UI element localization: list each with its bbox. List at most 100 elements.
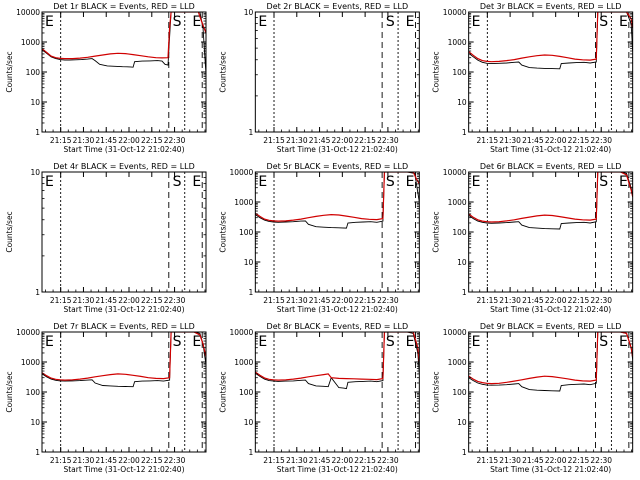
marker-label-e: E [406,14,415,30]
x-tick-label: 22:30 [164,296,186,305]
x-tick-label: 21:30 [73,296,95,305]
y-tick-label: 1 [35,448,40,457]
x-tick-label: 22:00 [118,456,140,465]
x-tick-label: 21:15 [263,456,285,465]
y-tick-label: 1000 [448,38,467,47]
x-tick-label: 21:45 [95,456,117,465]
x-axis-label: Start Time (31-Oct-12 21:02:40) [63,145,184,154]
series-lld [255,172,420,222]
y-tick-label: 10000 [16,328,40,337]
x-tick-label: 21:30 [286,456,308,465]
marker-label-s: S [599,334,608,350]
x-tick-label: 21:30 [286,296,308,305]
y-tick-label: 10 [457,258,467,267]
x-tick-label: 22:00 [545,136,567,145]
marker-label-e: E [192,14,201,30]
x-tick-label: 22:15 [354,296,376,305]
x-tick-label: 21:45 [522,136,544,145]
y-tick-label: 1000 [21,358,40,367]
y-axis-label: Counts/sec [5,371,14,412]
x-tick-label: 22:30 [590,456,612,465]
plot-title: Det 5r BLACK = Events, RED = LLD [267,162,409,171]
marker-label-e: E [45,334,54,350]
plot-frame [468,331,634,453]
plot-title: Det 1r BLACK = Events, RED = LLD [53,2,195,11]
y-tick-label: 1000 [234,358,253,367]
series-lld [468,172,633,223]
x-tick-label: 22:15 [568,296,590,305]
y-tick-label: 10 [457,418,467,427]
x-axis-label: Start Time (31-Oct-12 21:02:40) [277,145,398,154]
plot-title: Det 7r BLACK = Events, RED = LLD [53,322,195,331]
x-tick-label: 21:45 [95,296,117,305]
x-tick-label: 22:00 [332,456,354,465]
x-tick-label: 21:30 [499,136,521,145]
y-axis-label: Counts/sec [432,371,441,412]
series-lld [468,332,633,385]
plot-frame [468,11,634,133]
x-tick-label: 21:45 [522,296,544,305]
y-tick-label: 1 [462,448,467,457]
plot-frame [41,11,207,133]
x-tick-label: 22:30 [377,136,399,145]
x-tick-label: 21:15 [50,456,72,465]
x-tick-label: 22:15 [354,136,376,145]
y-tick-label: 1000 [234,198,253,207]
x-tick-label: 22:15 [141,136,163,145]
marker-label-s: S [173,334,182,350]
x-tick-label: 22:15 [141,296,163,305]
y-tick-label: 100 [26,388,41,397]
plot-title: Det 8r BLACK = Events, RED = LLD [267,322,409,331]
series-events [255,172,420,229]
x-tick-label: 22:00 [545,296,567,305]
marker-label-e: E [45,174,54,190]
marker-label-s: S [173,14,182,30]
x-axis-label: Start Time (31-Oct-12 21:02:40) [63,465,184,474]
y-tick-label: 100 [239,228,254,237]
y-tick-label: 100 [452,228,467,237]
marker-label-s: S [386,14,395,30]
y-tick-label: 10000 [443,168,467,177]
x-tick-label: 22:15 [141,456,163,465]
y-axis-label: Counts/sec [432,211,441,252]
y-tick-label: 1 [249,288,254,297]
y-tick-label: 10 [244,8,254,17]
y-axis-label: Counts/sec [5,211,14,252]
marker-label-e: E [619,14,628,30]
y-tick-label: 10 [30,418,40,427]
y-tick-label: 1 [35,288,40,297]
x-tick-label: 22:30 [590,296,612,305]
series-lld [42,332,206,381]
y-axis-label: Counts/sec [218,51,227,92]
x-tick-label: 21:45 [309,136,331,145]
x-tick-label: 21:30 [73,456,95,465]
x-tick-label: 21:45 [309,296,331,305]
plot-title: Det 4r BLACK = Events, RED = LLD [53,162,195,171]
y-tick-label: 1 [35,128,40,137]
x-tick-label: 22:30 [377,296,399,305]
series-lld [255,332,420,381]
y-tick-label: 10 [30,98,40,107]
x-axis-label: Start Time (31-Oct-12 21:02:40) [277,305,398,314]
x-tick-label: 21:15 [477,136,499,145]
x-tick-label: 22:30 [590,136,612,145]
y-tick-label: 10000 [443,8,467,17]
marker-label-s: S [173,174,182,190]
marker-label-e: E [406,174,415,190]
x-tick-label: 21:45 [522,456,544,465]
y-tick-label: 10 [457,98,467,107]
marker-label-e: E [472,174,481,190]
x-axis-label: Start Time (31-Oct-12 21:02:40) [277,465,398,474]
y-tick-label: 10000 [229,168,253,177]
marker-label-s: S [599,174,608,190]
marker-label-e: E [192,174,201,190]
y-tick-label: 1 [462,128,467,137]
y-tick-label: 1000 [21,38,40,47]
